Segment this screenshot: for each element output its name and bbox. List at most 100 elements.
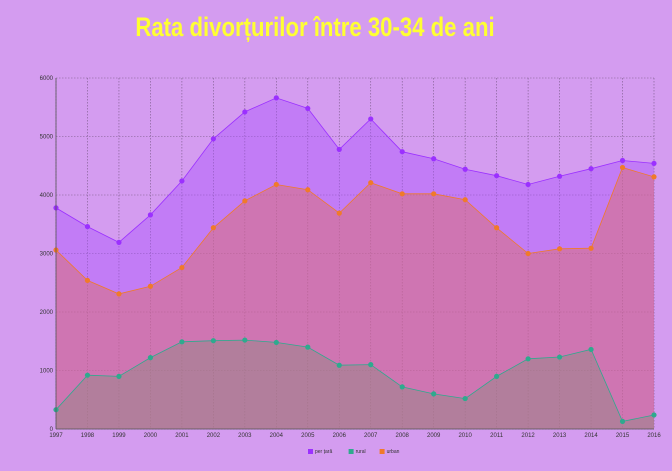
data-point[interactable] — [494, 225, 500, 231]
series-line-1 — [55, 339, 655, 422]
data-point[interactable] — [116, 239, 122, 245]
y-tick-label: 5000 — [40, 135, 54, 141]
data-point[interactable] — [619, 418, 626, 424]
data-point[interactable] — [525, 356, 531, 362]
legend-label[interactable]: per țară — [315, 449, 332, 455]
legend: per țară rural urban — [308, 449, 400, 455]
y-tick-label: 6000 — [40, 76, 54, 82]
data-point[interactable] — [619, 164, 626, 171]
x-tick-label: 2009 — [427, 433, 441, 439]
data-point[interactable] — [84, 372, 91, 378]
data-point[interactable] — [210, 136, 216, 142]
data-point[interactable] — [210, 225, 216, 231]
data-point[interactable] — [116, 373, 122, 379]
data-point[interactable] — [399, 149, 405, 155]
data-point[interactable] — [210, 338, 216, 344]
series-line-2 — [55, 167, 655, 295]
x-tick-label: 2001 — [175, 433, 189, 439]
x-tick-label: 2006 — [333, 433, 347, 439]
legend-swatch[interactable] — [308, 449, 313, 454]
x-tick-label: 2014 — [584, 433, 598, 439]
data-point[interactable] — [556, 173, 563, 179]
data-point[interactable] — [431, 391, 437, 397]
data-point[interactable] — [273, 95, 279, 101]
data-point[interactable] — [305, 105, 311, 112]
x-tick-label: 2003 — [238, 433, 252, 439]
data-point[interactable] — [462, 197, 468, 203]
data-point[interactable] — [462, 395, 468, 402]
data-point[interactable] — [305, 344, 311, 350]
data-point[interactable] — [336, 210, 342, 216]
y-tick-label: 3000 — [40, 252, 54, 258]
x-tick-label: 2016 — [647, 433, 661, 439]
x-tick-label: 1999 — [112, 433, 126, 439]
data-point[interactable] — [556, 354, 563, 360]
data-point[interactable] — [179, 339, 185, 345]
data-point[interactable] — [242, 337, 248, 343]
data-point[interactable] — [336, 146, 342, 152]
x-tick-label: 1997 — [49, 433, 63, 439]
x-tick-label: 2012 — [521, 433, 535, 439]
x-tick-label: 2013 — [553, 433, 567, 439]
data-point[interactable] — [179, 178, 185, 184]
data-point[interactable] — [242, 109, 248, 115]
x-tick-label: 2011 — [490, 433, 504, 439]
data-point[interactable] — [494, 173, 500, 179]
series-line-0 — [55, 97, 655, 243]
chart-title: Rata divorțurilor între 30-34 de ani — [135, 12, 495, 42]
x-tick-label: 2015 — [616, 433, 630, 439]
x-tick-label: 2007 — [364, 433, 378, 439]
data-point[interactable] — [273, 339, 279, 346]
data-point[interactable] — [494, 373, 500, 379]
data-point[interactable] — [588, 166, 594, 172]
data-point[interactable] — [651, 412, 657, 418]
x-tick-label: 2002 — [207, 433, 221, 439]
data-point[interactable] — [147, 355, 154, 361]
legend-label[interactable]: urban — [387, 449, 400, 455]
data-point[interactable] — [619, 157, 626, 164]
x-tick-label: 2008 — [396, 433, 410, 439]
areas — [56, 97, 654, 430]
data-point[interactable] — [84, 277, 91, 284]
data-point[interactable] — [399, 191, 405, 197]
data-point[interactable] — [242, 198, 248, 204]
legend-label[interactable]: rural — [356, 449, 366, 455]
data-point[interactable] — [305, 187, 311, 193]
x-tick-label: 2000 — [144, 433, 158, 439]
x-tick-label: 2005 — [301, 433, 315, 439]
points — [53, 95, 657, 424]
lines — [55, 97, 655, 422]
data-point[interactable] — [525, 181, 531, 188]
data-point[interactable] — [651, 160, 657, 167]
axes: 0 1000 2000 3000 4000 5000 6000 1997 1998 1999 200… — [40, 76, 662, 439]
data-point[interactable] — [462, 166, 468, 172]
data-point[interactable] — [651, 174, 657, 180]
data-point[interactable] — [431, 156, 437, 162]
y-tick-label: 1000 — [40, 369, 54, 375]
data-point[interactable] — [368, 362, 374, 368]
data-point[interactable] — [368, 116, 374, 122]
y-tick-label: 4000 — [40, 193, 54, 199]
y-tick-label: 0 — [50, 427, 54, 433]
data-point[interactable] — [84, 223, 91, 230]
data-point[interactable] — [431, 191, 437, 197]
data-point[interactable] — [399, 384, 405, 390]
x-tick-label: 2010 — [458, 433, 472, 439]
legend-swatch[interactable] — [379, 449, 385, 454]
data-point[interactable] — [368, 180, 374, 186]
data-point[interactable] — [588, 346, 594, 353]
series-area-2 — [56, 167, 654, 429]
data-point[interactable] — [556, 246, 563, 252]
data-point[interactable] — [588, 245, 594, 251]
legend-swatch[interactable] — [348, 449, 354, 454]
data-point[interactable] — [147, 212, 154, 218]
data-point[interactable] — [116, 291, 122, 297]
data-point[interactable] — [179, 264, 185, 271]
data-point[interactable] — [525, 250, 531, 257]
data-point[interactable] — [147, 283, 154, 289]
data-point[interactable] — [336, 362, 342, 368]
data-point[interactable] — [273, 181, 279, 188]
y-tick-label: 2000 — [40, 310, 54, 316]
x-tick-label: 1998 — [81, 433, 95, 439]
